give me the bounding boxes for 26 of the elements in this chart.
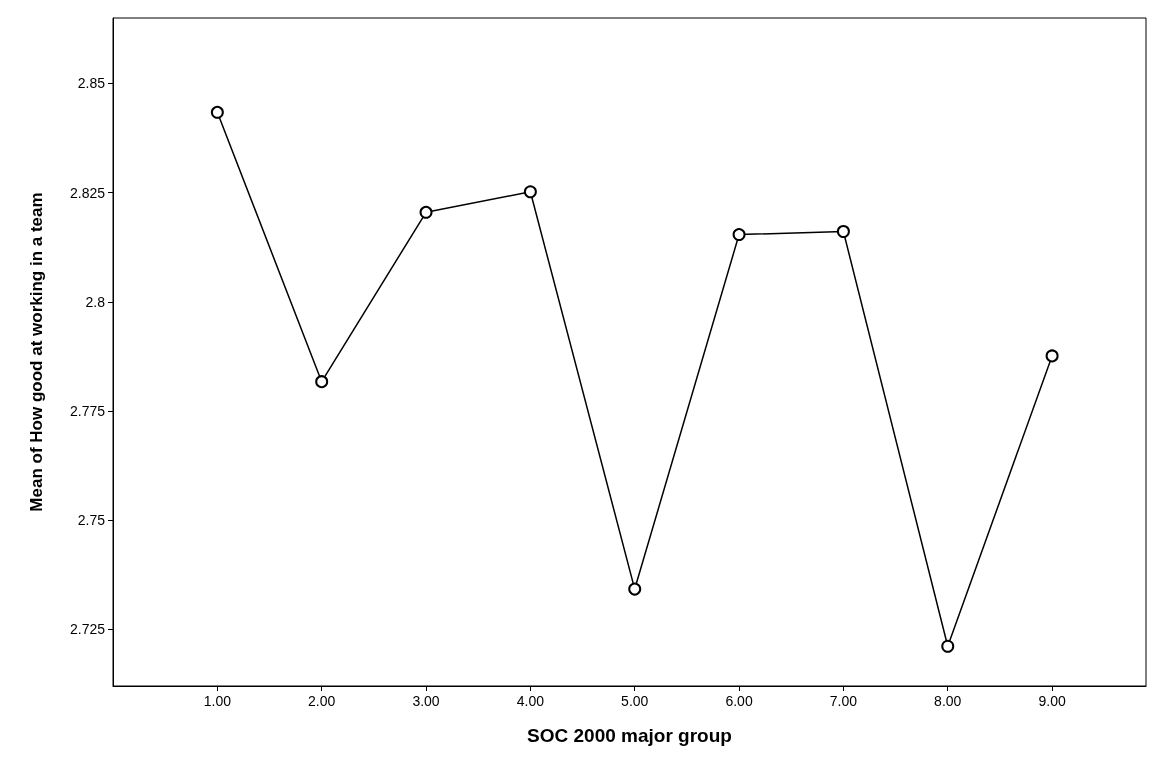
point [836, 225, 850, 238]
point [941, 639, 955, 653]
point [1045, 349, 1059, 363]
x-tick-label: 7.00 [829, 693, 858, 709]
y-axis-title: Mean of How good at working in a team [27, 192, 46, 512]
y-tick-label: 2.8 [85, 293, 106, 310]
point [732, 228, 746, 242]
y-tick-label: 2.825 [69, 184, 106, 201]
y-tick-label: 2.85 [77, 75, 106, 92]
point [419, 205, 433, 219]
point [210, 105, 224, 119]
y-tick-label: 2.775 [69, 402, 106, 419]
x-tick-label: 5.00 [621, 693, 649, 709]
y-tick-label: 2.725 [69, 621, 106, 638]
x-tick-label: 3.00 [412, 693, 440, 709]
x-tick-label: 9.00 [1038, 693, 1066, 709]
point [315, 375, 329, 389]
x-axis-title: SOC 2000 major group [527, 725, 732, 746]
x-tick-label: 8.00 [934, 693, 962, 709]
x-tick-label: 4.00 [516, 693, 545, 709]
x-tick-label: 6.00 [725, 693, 753, 709]
point [628, 582, 642, 596]
x-tick-label: 1.00 [203, 693, 232, 709]
point [523, 185, 537, 199]
y-tick-label: 2.75 [77, 512, 106, 529]
x-tick-label: 2.00 [308, 693, 336, 709]
